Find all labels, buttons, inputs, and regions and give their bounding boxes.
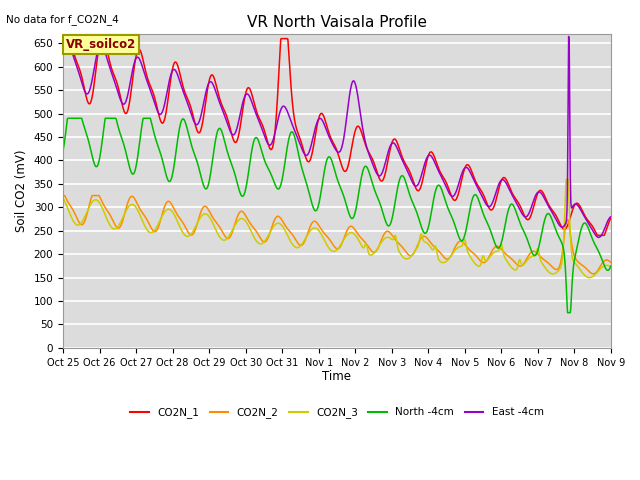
CO2N_3 — [435, 257, 443, 263]
CO2N_1 — [281, 36, 289, 41]
CO2N_1 — [486, 207, 494, 213]
CO2N_1 — [59, 36, 67, 41]
East -4cm — [59, 34, 67, 39]
Line: North -4cm: North -4cm — [63, 118, 611, 312]
Text: No data for f_CO2N_4: No data for f_CO2N_4 — [6, 14, 119, 25]
CO2N_3 — [586, 275, 593, 280]
Line: CO2N_2: CO2N_2 — [63, 195, 611, 274]
CO2N_2 — [301, 239, 308, 245]
East -4cm — [607, 214, 614, 219]
CO2N_1 — [607, 215, 614, 221]
CO2N_1 — [115, 87, 123, 93]
CO2N_3 — [496, 243, 504, 249]
CO2N_2 — [486, 252, 494, 257]
CO2N_1 — [301, 150, 308, 156]
North -4cm — [64, 115, 72, 121]
East -4cm — [281, 104, 289, 109]
North -4cm — [497, 242, 504, 248]
CO2N_2 — [435, 249, 443, 254]
CO2N_1 — [594, 232, 602, 238]
CO2N_2 — [59, 192, 67, 198]
CO2N_2 — [496, 245, 504, 251]
CO2N_3 — [301, 238, 308, 243]
CO2N_3 — [563, 176, 570, 182]
North -4cm — [607, 263, 614, 269]
East -4cm — [435, 169, 443, 175]
Y-axis label: Soil CO2 (mV): Soil CO2 (mV) — [15, 150, 28, 232]
CO2N_1 — [496, 181, 504, 187]
CO2N_2 — [589, 271, 597, 277]
Line: East -4cm: East -4cm — [63, 36, 611, 238]
East -4cm — [496, 179, 504, 184]
North -4cm — [116, 129, 124, 134]
CO2N_3 — [281, 227, 289, 232]
CO2N_2 — [115, 225, 123, 231]
East -4cm — [486, 203, 494, 209]
North -4cm — [436, 183, 444, 189]
CO2N_3 — [607, 264, 614, 270]
CO2N_3 — [59, 195, 67, 201]
North -4cm — [301, 175, 308, 181]
East -4cm — [301, 151, 308, 157]
Text: VR_soilco2: VR_soilco2 — [66, 38, 136, 51]
North -4cm — [487, 228, 495, 234]
North -4cm — [564, 310, 572, 315]
CO2N_2 — [281, 222, 289, 228]
Line: CO2N_3: CO2N_3 — [63, 179, 611, 277]
North -4cm — [59, 148, 67, 154]
CO2N_3 — [486, 253, 494, 259]
Legend: CO2N_1, CO2N_2, CO2N_3, North -4cm, East -4cm: CO2N_1, CO2N_2, CO2N_3, North -4cm, East… — [126, 403, 548, 422]
X-axis label: Time: Time — [323, 370, 351, 384]
CO2N_3 — [115, 222, 123, 228]
East -4cm — [115, 93, 123, 98]
Line: CO2N_1: CO2N_1 — [63, 38, 611, 235]
East -4cm — [595, 235, 603, 240]
CO2N_1 — [435, 167, 443, 173]
North -4cm — [282, 158, 289, 164]
Title: VR North Vaisala Profile: VR North Vaisala Profile — [247, 15, 427, 30]
CO2N_2 — [607, 260, 614, 265]
